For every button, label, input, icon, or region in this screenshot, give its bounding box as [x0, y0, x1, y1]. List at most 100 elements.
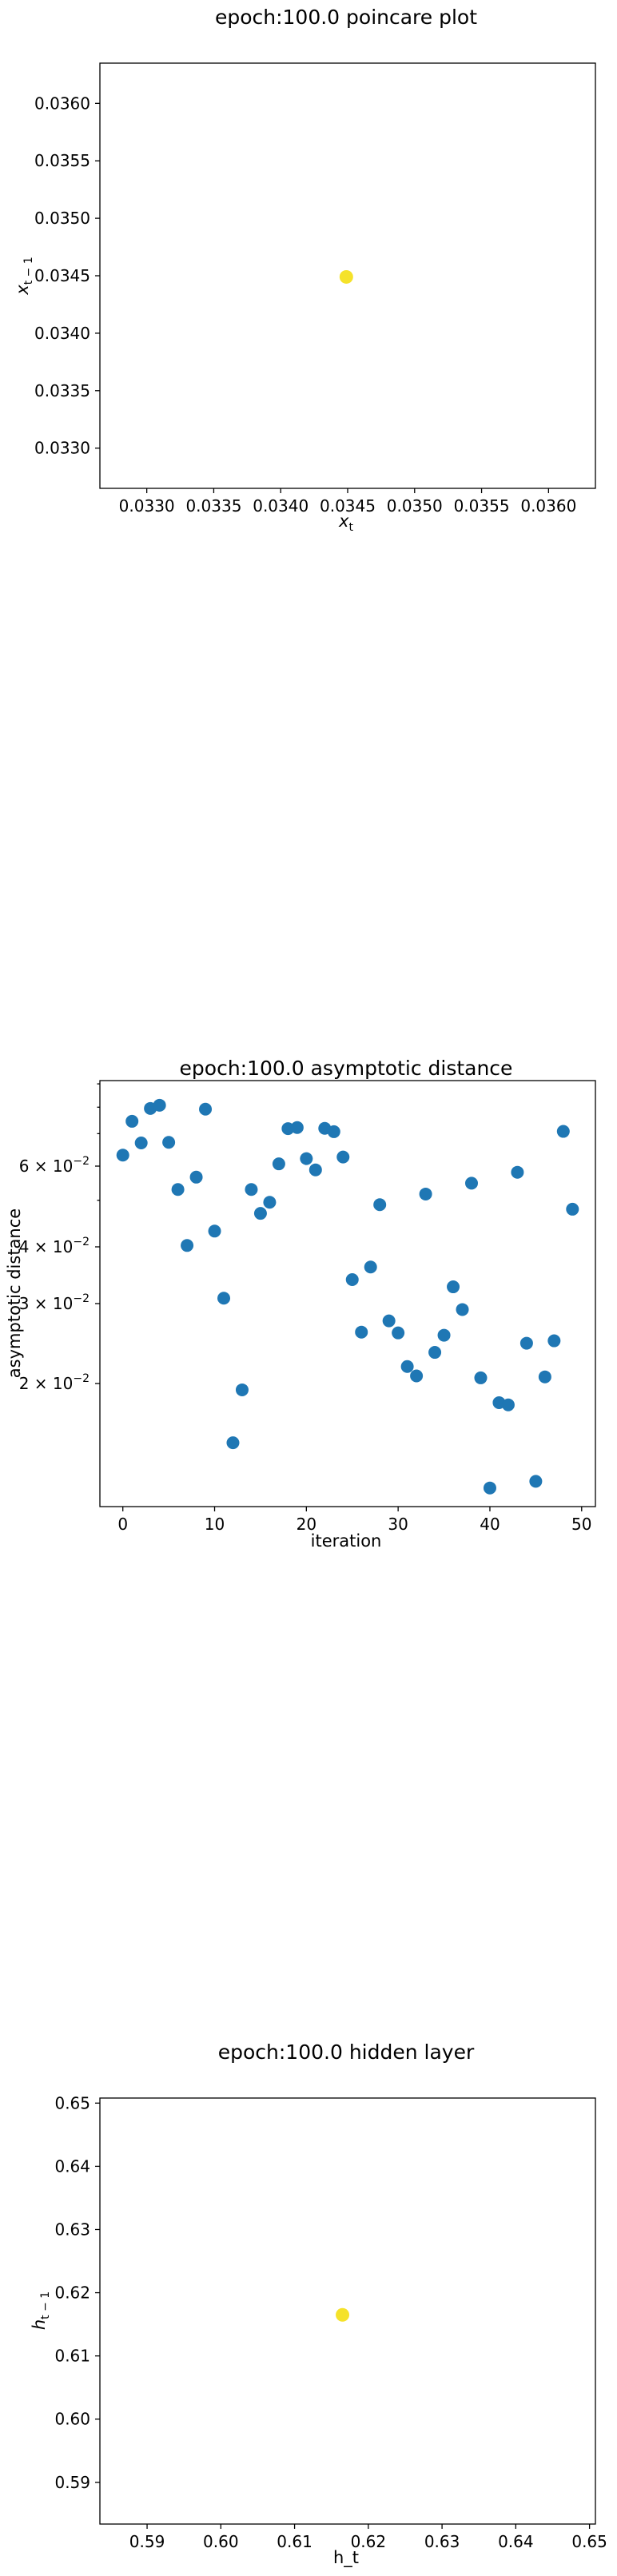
y-tick-label: 0.0335 — [34, 381, 90, 400]
data-point — [263, 1196, 277, 1209]
x-tick: 0.60 — [203, 2524, 239, 2551]
y-axis-label: xt − 1 — [13, 257, 35, 295]
plot-area-frame — [99, 1080, 596, 1507]
y-tick-label: 0.59 — [54, 2473, 90, 2492]
data-point — [373, 1198, 387, 1212]
data-point — [419, 1187, 432, 1200]
data-point — [116, 1149, 129, 1162]
y-tick: 0.0360 — [34, 94, 100, 113]
x-tick-label: 0.0340 — [253, 496, 308, 516]
y-tick: 0.0355 — [34, 151, 100, 170]
x-tick: 0.62 — [351, 2524, 386, 2551]
x-tick-label: 0.59 — [129, 2532, 165, 2551]
x-tick-label: 0.0355 — [454, 496, 510, 516]
data-point — [556, 1125, 570, 1138]
y-tick-label: 0.61 — [54, 2347, 90, 2366]
y-tick-3e-2: 3 × 10−2 — [19, 1292, 100, 1313]
x-tick: 0.65 — [571, 2524, 607, 2551]
y-tick: 0.0340 — [34, 324, 100, 343]
y-axis-ticks: 0.0330 0.0335 0.0340 0.0345 0.0350 0.0355 0.03… — [34, 94, 100, 458]
y-tick: 0.0345 — [34, 266, 100, 285]
x-axis-ticks: 0 10 20 30 40 50 — [117, 1507, 592, 1534]
data-point — [134, 1136, 148, 1149]
y-tick-label: 0.0355 — [34, 151, 90, 170]
y-axis-label: ht − 1 — [30, 2291, 52, 2330]
y-tick-label: 0.64 — [54, 2156, 90, 2176]
svg-text:4 × 10−2: 4 × 10−2 — [19, 1236, 90, 1256]
data-point — [308, 1163, 322, 1177]
x-tick-label: 30 — [388, 1515, 408, 1534]
data-point — [336, 1150, 350, 1164]
data-point — [272, 1157, 285, 1171]
data-point — [245, 1183, 258, 1196]
x-tick-label: 0.64 — [498, 2532, 534, 2551]
y-tick: 0.60 — [54, 2410, 100, 2429]
data-point — [345, 1273, 359, 1287]
x-tick: 0.63 — [424, 2524, 460, 2551]
y-tick: 0.0350 — [34, 209, 100, 228]
y-tick: 0.0335 — [34, 381, 100, 400]
data-point — [547, 1334, 561, 1348]
data-points — [116, 1098, 579, 1495]
data-points — [339, 269, 353, 284]
data-point — [171, 1183, 185, 1196]
x-tick: 0.0355 — [454, 488, 510, 516]
data-point — [189, 1170, 203, 1184]
x-tick: 20 — [297, 1507, 316, 1534]
x-tick-label: 50 — [571, 1515, 591, 1534]
data-point — [428, 1346, 442, 1360]
y-tick-label: 0.65 — [54, 2093, 90, 2112]
x-axis-label: xt — [338, 512, 353, 534]
y-axis-label: asymptotic distance — [5, 1208, 24, 1378]
x-tick: 0.0330 — [119, 488, 175, 516]
svg-text:6 × 10−2: 6 × 10−2 — [19, 1155, 90, 1176]
data-point — [235, 1383, 249, 1396]
x-tick-label: 20 — [297, 1515, 316, 1534]
data-point — [336, 2307, 350, 2322]
data-point — [392, 1326, 405, 1340]
data-point — [300, 1152, 313, 1165]
x-tick: 10 — [205, 1507, 225, 1534]
data-point — [327, 1125, 340, 1138]
x-tick-label: 10 — [205, 1515, 225, 1534]
data-point — [437, 1328, 451, 1342]
y-tick: 0.65 — [54, 2093, 100, 2112]
y-tick-label: 0.63 — [54, 2220, 90, 2239]
x-tick: 40 — [480, 1507, 500, 1534]
x-tick: 0.61 — [277, 2524, 312, 2551]
hidden-layer-chart: epoch:100.0 hidden layer 0.59 0.60 0.61 0.6… — [30, 2040, 607, 2568]
x-axis-label: iteration — [311, 1531, 382, 1551]
y-tick-label: 0.0330 — [34, 439, 90, 458]
data-point — [217, 1292, 230, 1305]
x-tick: 0 — [117, 1507, 128, 1534]
data-point — [226, 1436, 240, 1450]
data-point — [162, 1136, 176, 1149]
x-tick-label: 40 — [480, 1515, 500, 1534]
data-point — [474, 1371, 488, 1384]
x-tick: 0.0345 — [320, 488, 376, 516]
data-point — [125, 1114, 139, 1128]
x-tick-label: 0.60 — [203, 2532, 239, 2551]
y-tick-label: 0.0345 — [34, 266, 90, 285]
svg-text:3 × 10−2: 3 × 10−2 — [19, 1292, 90, 1313]
data-point — [456, 1303, 469, 1316]
x-tick: 0.0350 — [387, 488, 443, 516]
data-point — [465, 1177, 478, 1190]
x-tick: 0.0335 — [185, 488, 241, 516]
data-point — [355, 1325, 368, 1339]
data-point — [339, 269, 353, 284]
y-tick: 0.59 — [54, 2473, 100, 2492]
x-tick-label: 0.0360 — [520, 496, 576, 516]
data-point — [483, 1481, 496, 1495]
y-tick: 0.63 — [54, 2220, 100, 2239]
data-point — [519, 1336, 533, 1350]
chart-title: epoch:100.0 hidden layer — [218, 2040, 475, 2064]
y-tick-4e-2: 4 × 10−2 — [19, 1236, 100, 1256]
x-tick-label: 0 — [117, 1515, 128, 1534]
y-tick: 0.62 — [54, 2283, 100, 2303]
y-tick-label: 0.60 — [54, 2410, 90, 2429]
data-point — [529, 1475, 543, 1488]
x-tick-label: 0.61 — [277, 2532, 312, 2551]
svg-text:2 × 10−2: 2 × 10−2 — [19, 1372, 90, 1393]
